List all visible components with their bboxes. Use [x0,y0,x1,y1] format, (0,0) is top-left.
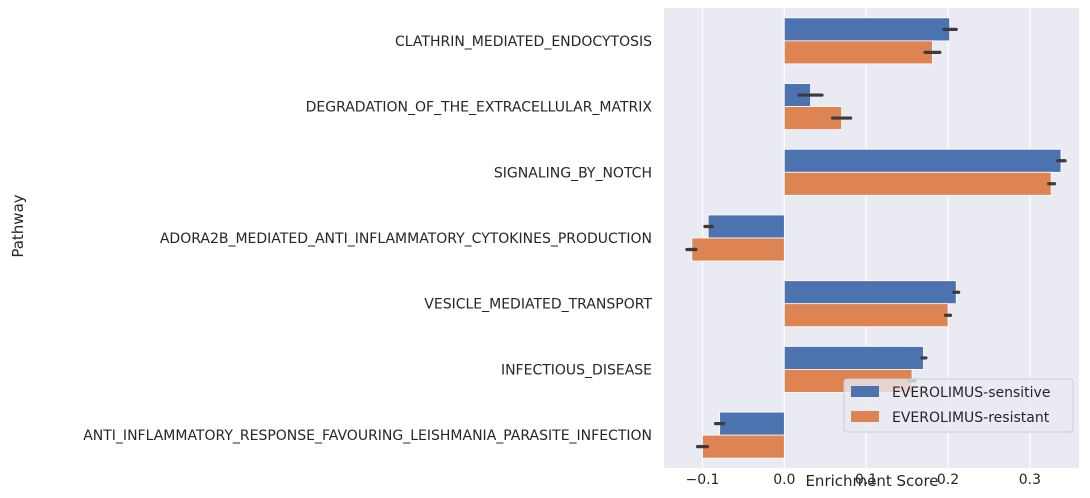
category-label: INFECTIOUS_DISEASE [501,362,652,378]
legend-swatch-resistant [851,411,879,422]
category-labels: CLATHRIN_MEDIATED_ENDOCYTOSIS DEGRADATION… [83,34,652,444]
legend-label-sensitive: EVEROLIMUS-sensitive [892,385,1050,401]
bar-sensitive [707,214,785,239]
bar-sensitive [783,280,957,305]
x-tick-label: 0.1 [855,472,877,488]
category-label: SIGNALING_BY_NOTCH [494,165,652,181]
bar-sensitive [719,411,785,436]
bar-sensitive [783,17,951,42]
legend: EVEROLIMUS-sensitive EVEROLIMUS-resistan… [843,378,1074,433]
x-tick-labels: −0.1 0.0 0.1 0.2 0.3 [685,472,1041,488]
bar-resistant [783,303,949,328]
y-axis-label: Pathway [9,194,27,257]
bar-resistant [783,40,933,65]
bar-resistant [691,237,785,262]
legend-box [843,378,1074,433]
legend-swatch-sensitive [851,386,879,397]
bar-sensitive [783,346,924,370]
x-tick-label: 0.3 [1019,472,1041,488]
x-tick-label: 0.2 [937,472,959,488]
legend-label-resistant: EVEROLIMUS-resistant [892,410,1050,426]
category-label: CLATHRIN_MEDIATED_ENDOCYTOSIS [395,34,652,50]
category-label: ANTI_INFLAMMATORY_RESPONSE_FAVOURING_LEI… [83,428,652,444]
x-tick-label: −0.1 [685,472,719,488]
bar-sensitive [783,148,1062,173]
category-label: DEGRADATION_OF_THE_EXTRACELLULAR_MATRIX [306,100,653,116]
bar-resistant [783,171,1052,196]
bars-group [691,17,1062,459]
category-label: ADORA2B_MEDIATED_ANTI_INFLAMMATORY_CYTOK… [160,231,652,247]
category-label: VESICLE_MEDIATED_TRANSPORT [424,297,652,313]
x-axis-label: Enrichment Score [805,472,938,490]
x-tick-label: 0.0 [773,472,795,488]
bar-resistant [702,434,785,459]
